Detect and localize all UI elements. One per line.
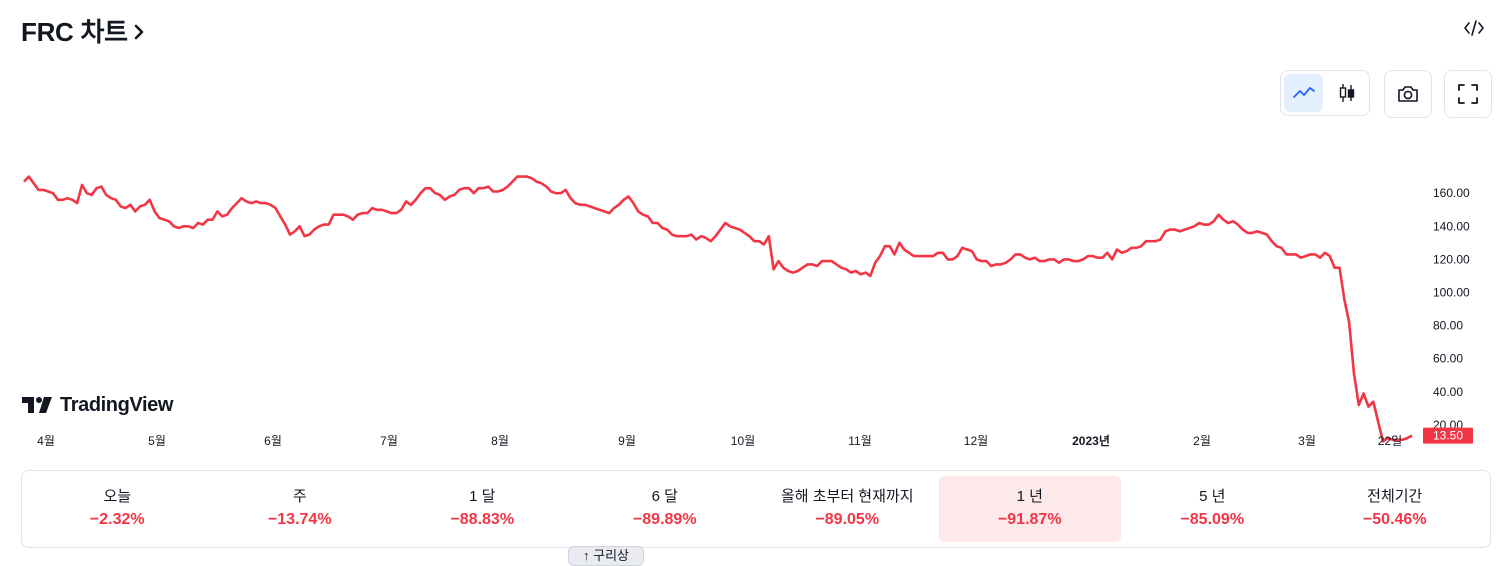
performance-period-label: 오늘 [103,488,132,505]
performance-change-value: −88.83% [450,511,515,528]
tradingview-logo-icon [22,397,52,413]
x-axis-tick-label: 4월 [37,434,55,448]
candlestick-chart-button[interactable] [1327,74,1366,112]
symbol-title-link[interactable]: FRC 차트 [21,10,146,50]
performance-period-label: 5 년 [1199,488,1226,505]
camera-icon [1398,86,1418,102]
x-axis-tick-label: 3월 [1298,434,1316,448]
y-axis-tick-label: 160.00 [1433,186,1470,200]
y-axis-tick-label: 140.00 [1433,219,1470,233]
x-axis-tick-label: 2023년 [1072,434,1110,448]
performance-item[interactable]: 5 년 −85.09% [1121,476,1304,542]
chevron-right-icon [132,23,146,41]
x-axis-tick-label: 22일 [1378,434,1402,448]
x-axis-tick-label: 10월 [731,434,755,448]
tradingview-logo[interactable]: TradingView [22,392,173,418]
performance-period-label: 1 달 [469,488,496,505]
performance-period-label: 6 달 [651,488,678,505]
performance-change-value: −91.87% [997,511,1062,528]
y-axis-tick-label: 80.00 [1433,319,1463,333]
performance-item[interactable]: 전체기간 −50.46% [1304,476,1487,542]
performance-item[interactable]: 6 달 −89.89% [574,476,757,542]
performance-bar: 오늘 −2.32% 주 −13.74% 1 달 −88.83% 6 달 −89.89% 올해 초… [21,470,1491,548]
snapshot-button[interactable] [1384,70,1432,118]
fullscreen-icon [1458,84,1478,104]
performance-item[interactable]: 1 년 −91.87% [938,476,1121,542]
performance-change-value: −2.32% [89,511,145,528]
candlestick-icon [1339,84,1354,102]
performance-change-value: −89.89% [632,511,697,528]
fullscreen-button[interactable] [1444,70,1492,118]
performance-item[interactable]: 오늘 −2.32% [26,476,209,542]
page-title: FRC 차트 [21,16,128,47]
performance-period-label: 올해 초부터 현재까지 [780,488,914,505]
tradingview-logo-text: TradingView [60,393,174,416]
last-price-label: 13.50 [1433,429,1463,443]
y-axis-tick-label: 60.00 [1433,352,1463,366]
x-axis-tick-label: 11월 [848,434,872,448]
performance-item[interactable]: 올해 초부터 현재까지 −89.05% [756,476,939,542]
performance-period-label: 전체기간 [1367,488,1423,505]
code-embed-icon[interactable] [1462,16,1486,40]
price-series-line [23,175,1413,443]
line-chart-button[interactable] [1284,74,1323,112]
performance-item[interactable]: 주 −13.74% [209,476,392,542]
x-axis-tick-label: 5월 [148,434,166,448]
performance-change-value: −50.46% [1362,511,1427,528]
x-axis-tick-label: 9월 [618,434,636,448]
x-axis-tick-label: 12월 [964,434,988,448]
price-chart[interactable]: 160.00 140.00 120.00 100.00 80.00 60.00 40.00 2… [0,120,1510,460]
x-axis-tick-label: 2월 [1193,434,1211,448]
x-axis-tick-label: 7월 [380,434,398,448]
y-axis-tick-label: 120.00 [1433,252,1470,266]
last-price-badge [1423,427,1473,444]
performance-period-label: 1 년 [1016,488,1043,505]
performance-change-value: −89.05% [815,511,880,528]
scroll-tab[interactable]: ↑ 구리상 [568,546,644,566]
performance-change-value: −85.09% [1180,511,1245,528]
chart-type-toggle [1280,70,1370,116]
y-axis-tick-label: 100.00 [1433,286,1470,300]
y-axis-tick-label: 40.00 [1433,385,1463,399]
performance-period-label: 주 [292,488,307,505]
line-chart-icon [1292,87,1315,98]
performance-change-value: −13.74% [267,511,332,528]
x-axis-tick-label: 8월 [491,434,509,448]
x-axis-tick-label: 6월 [264,434,282,448]
performance-item[interactable]: 1 달 −88.83% [391,476,574,542]
